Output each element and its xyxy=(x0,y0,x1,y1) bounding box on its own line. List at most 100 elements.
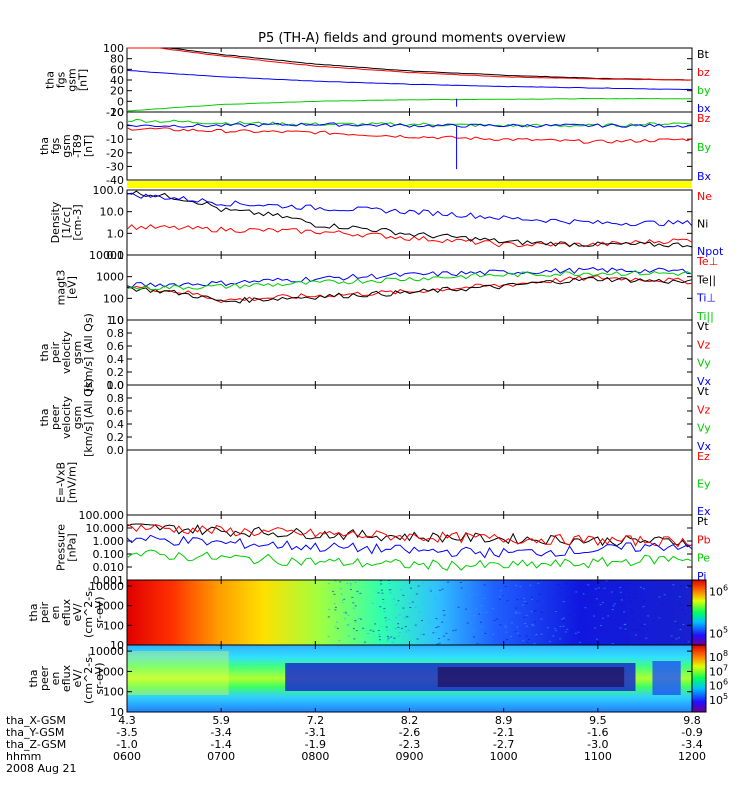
y-axis-label-line: gsm xyxy=(71,406,84,429)
y-axis-label-line: tha xyxy=(27,669,40,687)
ion-speckle xyxy=(401,627,404,629)
legend-Npot: Npot xyxy=(697,245,724,258)
ion-speckle xyxy=(594,611,597,613)
y-axis-label-line: -T89 xyxy=(71,134,84,158)
electron-edge-band xyxy=(652,661,681,695)
ion-speckle xyxy=(555,630,558,632)
ion-speckle xyxy=(395,604,398,606)
y-axis-label: thapeirenefluxeV/(cm^2-s-sr-eV) xyxy=(27,587,106,638)
ion-speckle xyxy=(504,627,507,629)
electron-early-band xyxy=(127,651,229,695)
ion-speckle xyxy=(441,588,444,590)
ion-speckle xyxy=(369,629,372,631)
ion-speckle xyxy=(633,593,636,595)
ion-speckle xyxy=(632,620,635,622)
ion-speckle xyxy=(611,643,614,645)
ion-speckle xyxy=(599,604,602,606)
y-axis-label-line: peir xyxy=(38,601,51,623)
ion-speckle xyxy=(389,592,392,594)
legend-Te||: Te|| xyxy=(696,273,716,286)
ion-speckle xyxy=(593,615,596,617)
x-tick-label: -3.4 xyxy=(681,738,702,751)
ion-speckle xyxy=(578,641,581,643)
series-line-Ne xyxy=(126,224,693,248)
ion-speckle xyxy=(338,640,341,642)
y-axis-label-line: [eV] xyxy=(66,276,79,299)
ion-speckle xyxy=(561,618,564,620)
ion-speckle xyxy=(339,588,342,590)
ion-speckle xyxy=(683,613,686,615)
legend-by: by xyxy=(697,84,711,97)
ion-speckle xyxy=(408,603,411,605)
ion-speckle xyxy=(611,609,614,611)
colorbar-tick-exponent: 6 xyxy=(723,678,728,687)
y-axis-label-line: [nPa] xyxy=(66,533,79,561)
ion-speckle xyxy=(525,625,528,627)
ion-speckle xyxy=(354,621,357,623)
ion-speckle xyxy=(327,616,330,618)
ion-speckle xyxy=(391,641,394,643)
y-axis-label-line: velocity xyxy=(60,331,73,374)
ion-speckle xyxy=(354,619,357,621)
y-axis-label-line: sr-eV) xyxy=(93,596,106,628)
ion-speckle xyxy=(451,583,454,585)
ion-speckle xyxy=(483,597,486,599)
x-tick-label: 8.2 xyxy=(401,714,419,727)
ion-speckle xyxy=(560,587,563,589)
panel-peir-velocity: 1.00.80.60.40.20.0thapeirvelocitygsm[km/… xyxy=(38,313,712,392)
ion-speckle xyxy=(627,583,630,585)
legend-Vt: Vt xyxy=(697,320,710,333)
ion-speckle xyxy=(515,612,518,614)
y-axis-label-line: tha xyxy=(27,603,40,621)
ion-speckle xyxy=(346,624,349,626)
ion-speckle xyxy=(580,593,583,595)
x-tick-label: -3.4 xyxy=(210,726,231,739)
ion-speckle xyxy=(534,610,537,612)
ion-speckle xyxy=(472,636,475,638)
ion-speckle xyxy=(523,600,526,602)
y-axis-label-line: velocity xyxy=(60,396,73,439)
y-tick-label: 100 xyxy=(103,686,124,699)
ion-speckle xyxy=(386,635,389,637)
ion-speckle xyxy=(405,615,408,617)
ion-speckle xyxy=(383,608,386,610)
ion-speckle xyxy=(397,626,400,628)
ion-speckle xyxy=(637,629,640,631)
ion-speckle xyxy=(530,611,533,613)
ion-speckle xyxy=(411,601,414,603)
ion-speckle xyxy=(562,601,565,603)
y-tick-label: 10 xyxy=(110,314,124,327)
ion-speckle xyxy=(388,583,391,585)
ion-speckle xyxy=(327,583,330,585)
legend-Vz: Vz xyxy=(697,338,711,351)
ion-speckle xyxy=(628,592,631,594)
ion-speckle xyxy=(333,603,336,605)
y-axis-label: thafgsgsm[nT] xyxy=(44,68,90,91)
ion-speckle xyxy=(498,598,501,600)
x-tick-label: 1200 xyxy=(678,750,706,763)
ion-speckle xyxy=(382,598,385,600)
legend-Ti||: Ti|| xyxy=(696,310,714,323)
x-tick-label: 9.5 xyxy=(589,714,607,727)
ion-speckle xyxy=(629,600,632,602)
panel-density: 100.0 10.0 1.0 0.1 Density[1/cc][cm-3] Ne Ni Np… xyxy=(49,184,724,262)
ion-speckle xyxy=(565,583,568,585)
ion-speckle xyxy=(577,631,580,633)
x-tick-label: -3.0 xyxy=(587,738,608,751)
ion-speckle xyxy=(594,588,597,590)
x-tick-label: -1.4 xyxy=(210,738,231,751)
ion-speckle xyxy=(438,638,441,640)
legend-Bt: Bt xyxy=(697,48,710,61)
ion-speckle xyxy=(680,585,683,587)
ion-speckle xyxy=(625,636,628,638)
ion-speckle xyxy=(441,621,444,623)
y-axis-label-line: [1/cc] xyxy=(60,207,73,238)
ion-speckle xyxy=(639,586,642,588)
ion-speckle xyxy=(464,608,467,610)
y-axis-label-line: gsm xyxy=(66,68,79,91)
ion-speckle xyxy=(645,637,648,639)
x-tick-label: 7.2 xyxy=(307,714,325,727)
colorbar-tick-exponent: 5 xyxy=(723,692,728,701)
ion-speckle xyxy=(532,624,535,626)
